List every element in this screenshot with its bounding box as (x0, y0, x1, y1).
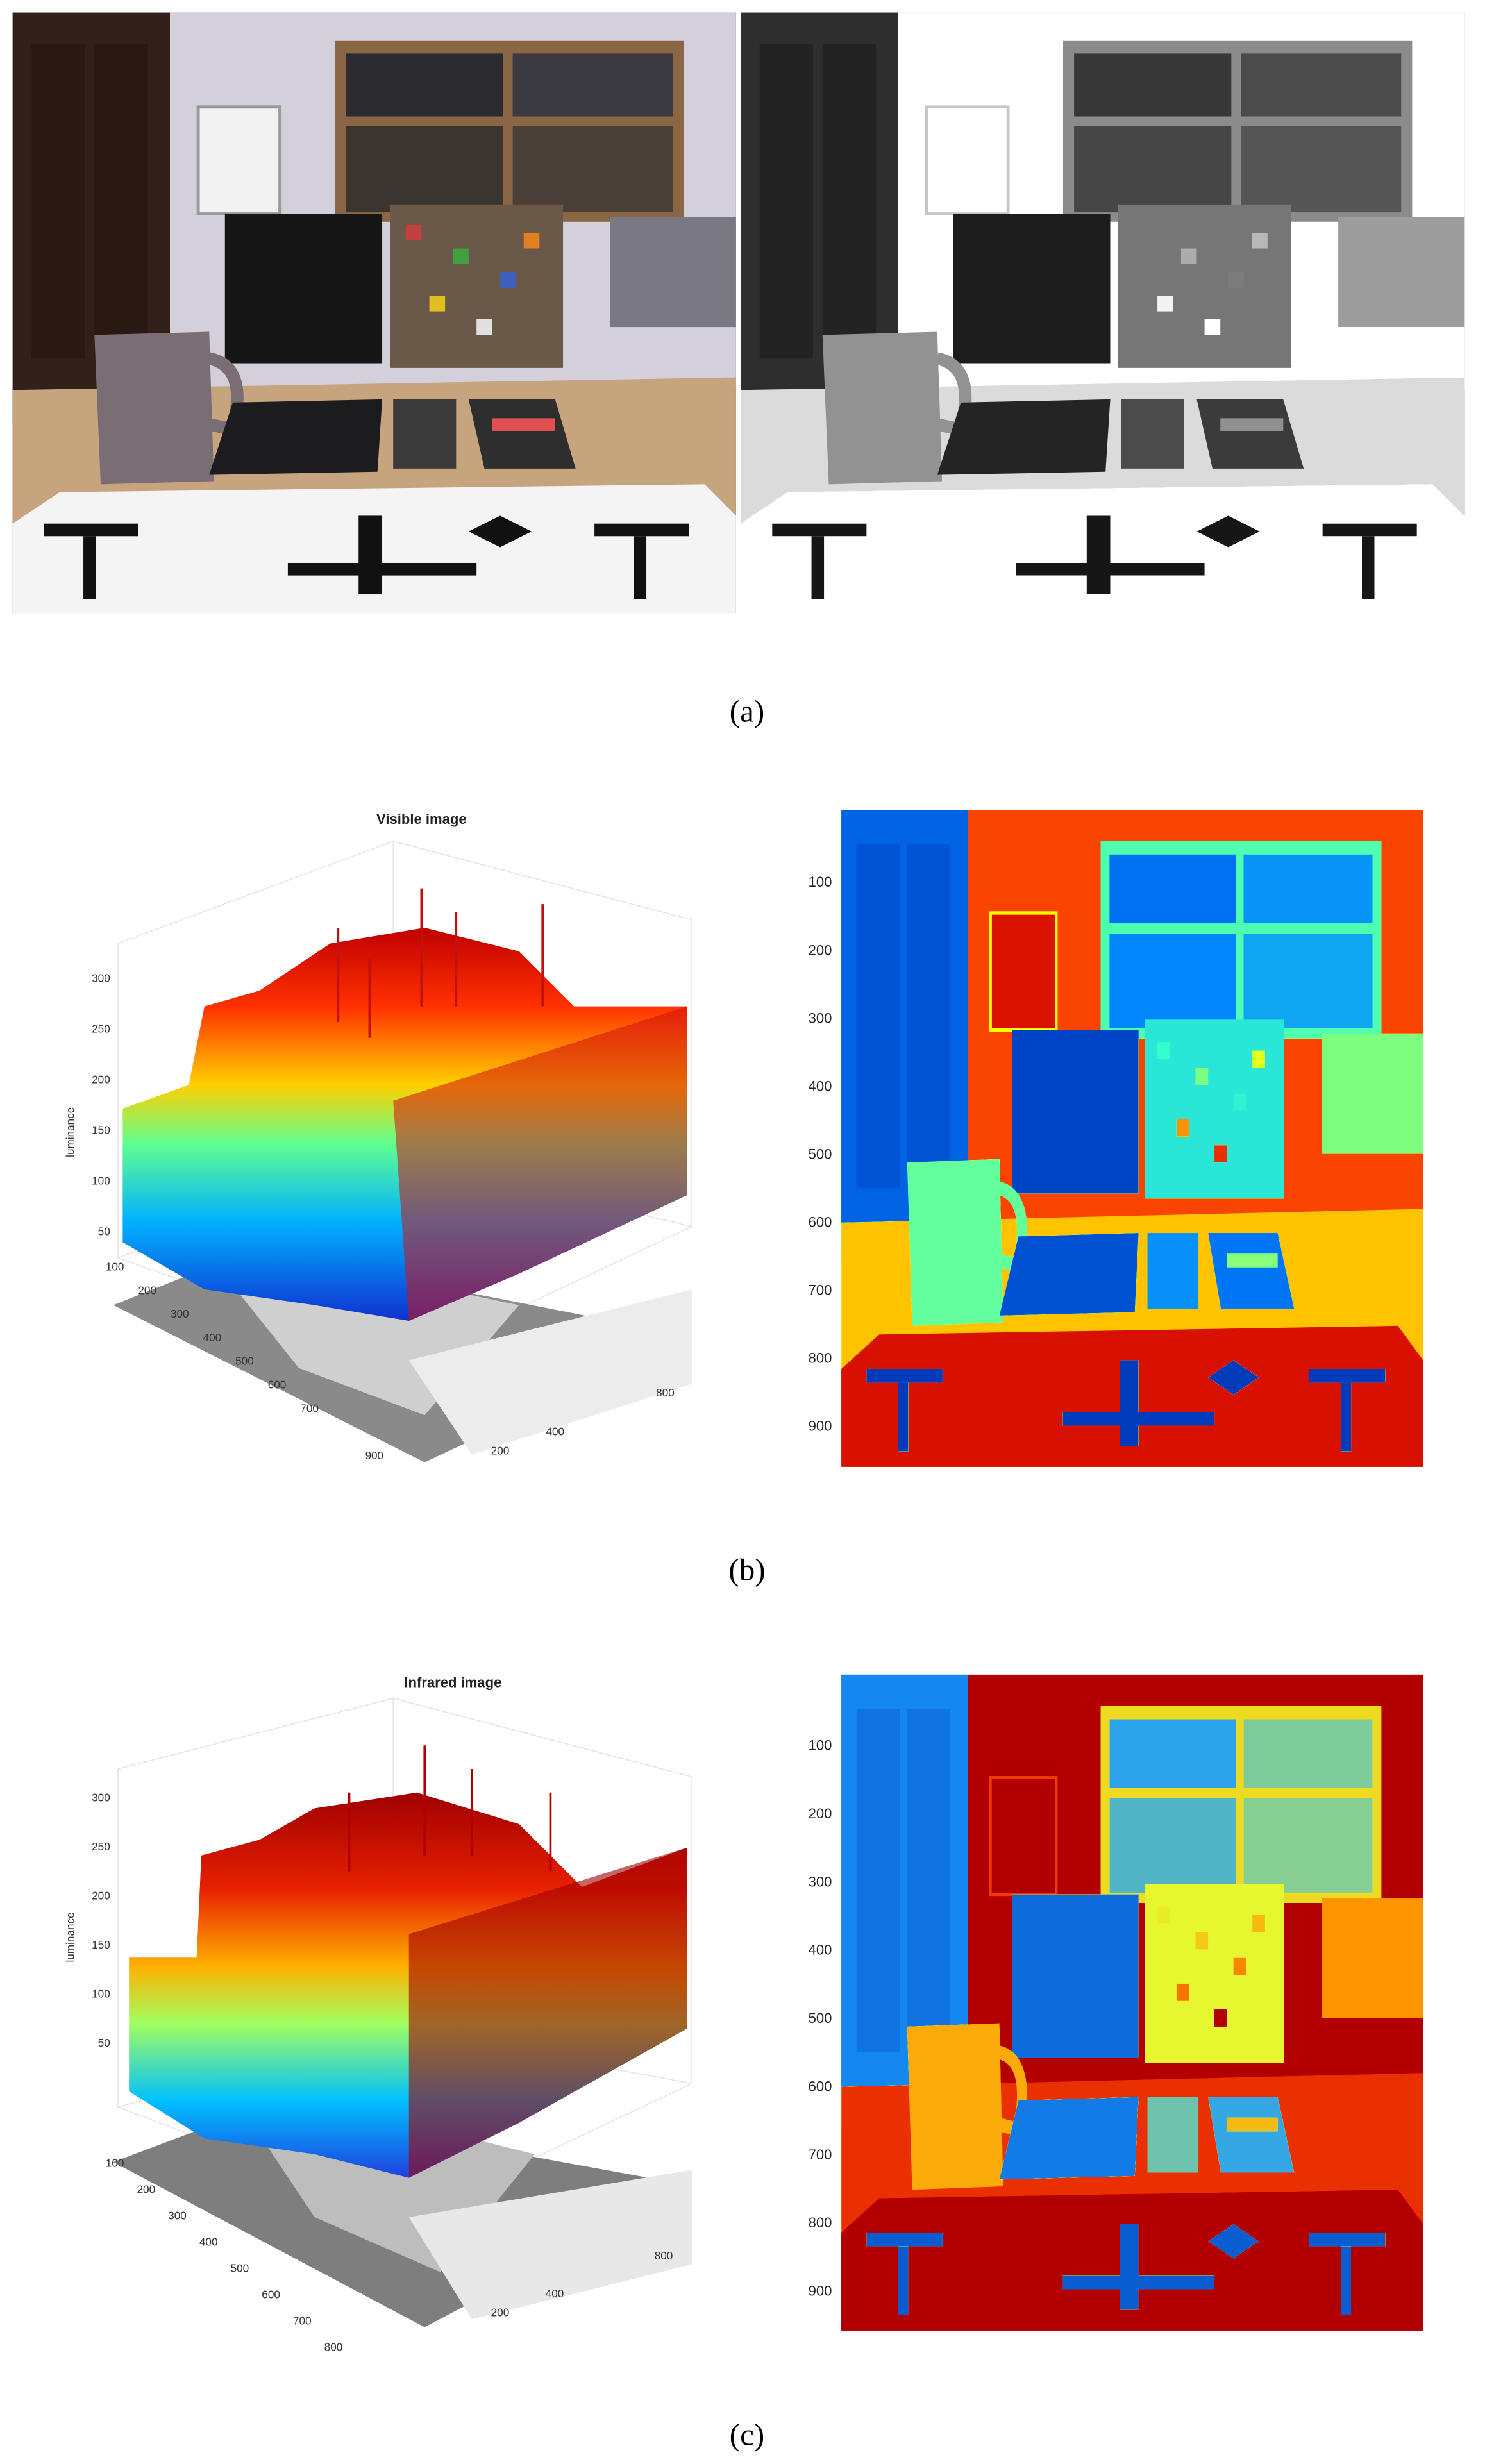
map-tick-label: 200 (809, 942, 832, 958)
z-tick-label: 200 (92, 1073, 110, 1085)
map-tick-label: 500 (809, 2010, 832, 2026)
z-tick-label: 150 (92, 1938, 110, 1951)
y-tick-label: 900 (365, 1449, 383, 1462)
y-tick-label: 400 (199, 2235, 218, 2248)
z-tick-label: 50 (98, 2036, 110, 2049)
y-tick-label: 200 (138, 1284, 156, 1296)
caption: (c) (730, 2417, 764, 2452)
z-tick-label: 300 (92, 972, 110, 985)
surface-plot: Infrared image luminance (63, 1674, 692, 2327)
map-tick-label: 800 (809, 2215, 832, 2231)
x-tick-label: 400 (546, 2287, 564, 2300)
y-tick-label: 500 (235, 1355, 254, 1368)
y-tick-label: 700 (293, 2314, 312, 2327)
y-tick-label: 200 (137, 2183, 155, 2195)
surface-plot: Visible image luminance (63, 811, 692, 1462)
map-tick-label: 800 (809, 1350, 832, 1366)
z-tick-label: 250 (92, 1840, 110, 1853)
infrared-photo (741, 13, 1464, 614)
visible-photo (13, 13, 736, 614)
map-tick-label: 600 (809, 2078, 832, 2094)
y-tick-label: 600 (262, 2288, 280, 2301)
z-tick-label: 100 (92, 1174, 110, 1187)
z-tick-label: 50 (98, 1225, 110, 1237)
map-tick-label: 400 (809, 1942, 832, 1958)
z-tick-label: 250 (92, 1023, 110, 1035)
z-tick-label: 100 (92, 1987, 110, 2000)
y-tick-label: 800 (324, 2340, 343, 2353)
z-tick-label: 150 (92, 1123, 110, 1136)
y-tick-label: 600 (268, 1379, 287, 1391)
x-tick-label: 200 (491, 1445, 510, 1457)
map-tick-label: 500 (809, 1146, 832, 1162)
y-tick-label: 300 (171, 1307, 189, 1320)
map-tick-label: 400 (809, 1078, 832, 1094)
x-tick-label: 800 (655, 2249, 673, 2262)
caption: (b) (728, 1552, 765, 1588)
y-tick-label: 100 (106, 2156, 124, 2169)
z-tick-label: 200 (92, 1889, 110, 1902)
map-tick-label: 100 (809, 1738, 832, 1754)
y-tick-label: 400 (203, 1331, 222, 1344)
y-tick-label: 100 (106, 1261, 124, 1273)
map-tick-label: 700 (809, 2147, 832, 2163)
map-tick-label: 100 (809, 874, 832, 890)
y-tick-label: 300 (168, 2209, 187, 2222)
map-tick-label: 900 (809, 1418, 832, 1434)
x-tick-label: 800 (656, 1386, 675, 1399)
heatmap (841, 810, 1423, 1467)
z-axis-label: luminance (63, 1912, 76, 1962)
plot-title: Visible image (376, 811, 467, 827)
z-tick-label: 300 (92, 1791, 110, 1804)
y-tick-label: 700 (300, 1402, 319, 1414)
map-tick-label: 600 (809, 1214, 832, 1230)
map-tick-label: 200 (809, 1806, 832, 1822)
x-tick-label: 400 (546, 1425, 564, 1437)
y-tick-label: 500 (231, 2261, 249, 2274)
caption: (a) (730, 694, 764, 729)
map-tick-label: 300 (809, 1010, 832, 1026)
map-tick-label: 300 (809, 1873, 832, 1890)
plot-title: Infrared image (404, 1674, 501, 1690)
x-tick-label: 200 (491, 2306, 510, 2318)
map-tick-label: 900 (809, 2283, 832, 2299)
heatmap (841, 1675, 1423, 2331)
z-axis-label: luminance (63, 1107, 76, 1157)
map-tick-label: 700 (809, 1282, 832, 1298)
